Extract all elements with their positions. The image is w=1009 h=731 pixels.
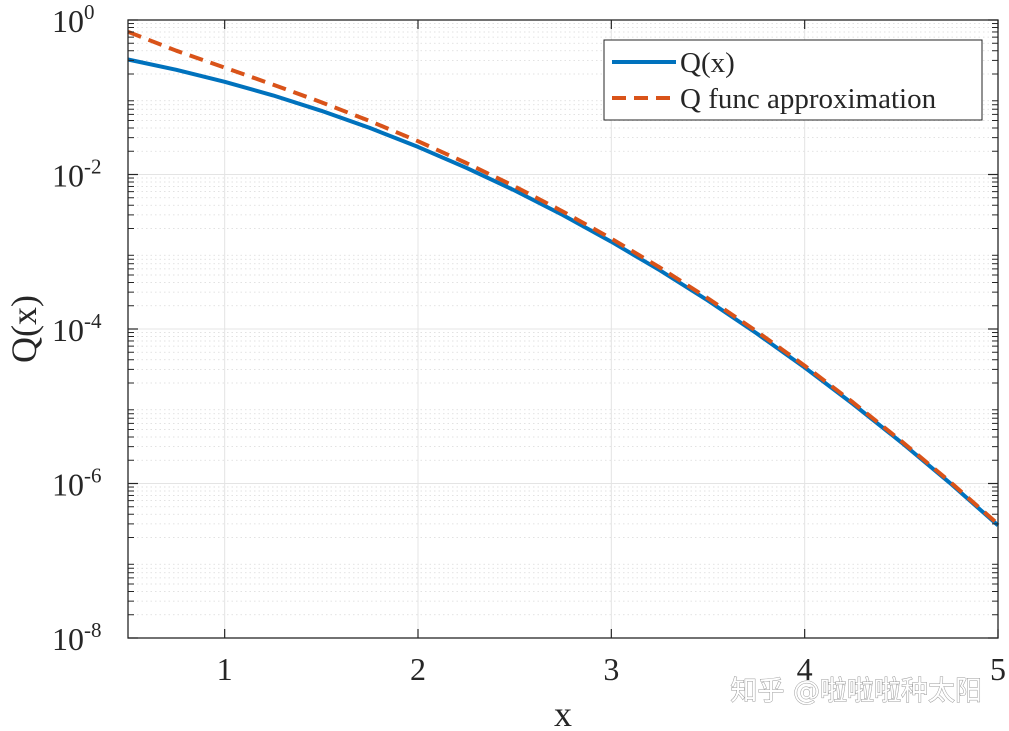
tick-marks [128,19,999,639]
legend-label-q-func-approximation: Q func approximation [680,83,937,115]
legend-box [603,39,983,121]
x-tick-label: 4 [797,651,813,687]
y-tick-label: 10-6 [52,464,102,503]
legend: Q(x) Q func approximation [603,39,983,121]
y-tick-label: 10-4 [52,309,102,348]
series-layer [127,29,1000,527]
y-tick-label: 10-2 [52,155,102,194]
x-tick-label: 1 [217,651,233,687]
y-tick-label: 100 [52,0,95,39]
x-tick-label: 3 [603,651,619,687]
x-tick-labels: 1 2 3 4 5 [217,651,1006,687]
x-tick-label: 2 [410,651,426,687]
y-axis-label: Q(x) [4,295,44,363]
series-line-1 [127,29,1000,526]
y-tick-label: 10-8 [52,618,102,657]
x-axis-label: x [554,694,572,731]
y-tick-labels: 10-8 10-6 10-4 10-2 100 [52,0,102,657]
watermark: 知乎 @啦啦啦种太阳 [730,676,982,707]
legend-label-qx: Q(x) [680,47,735,79]
x-tick-label: 5 [990,651,1006,687]
